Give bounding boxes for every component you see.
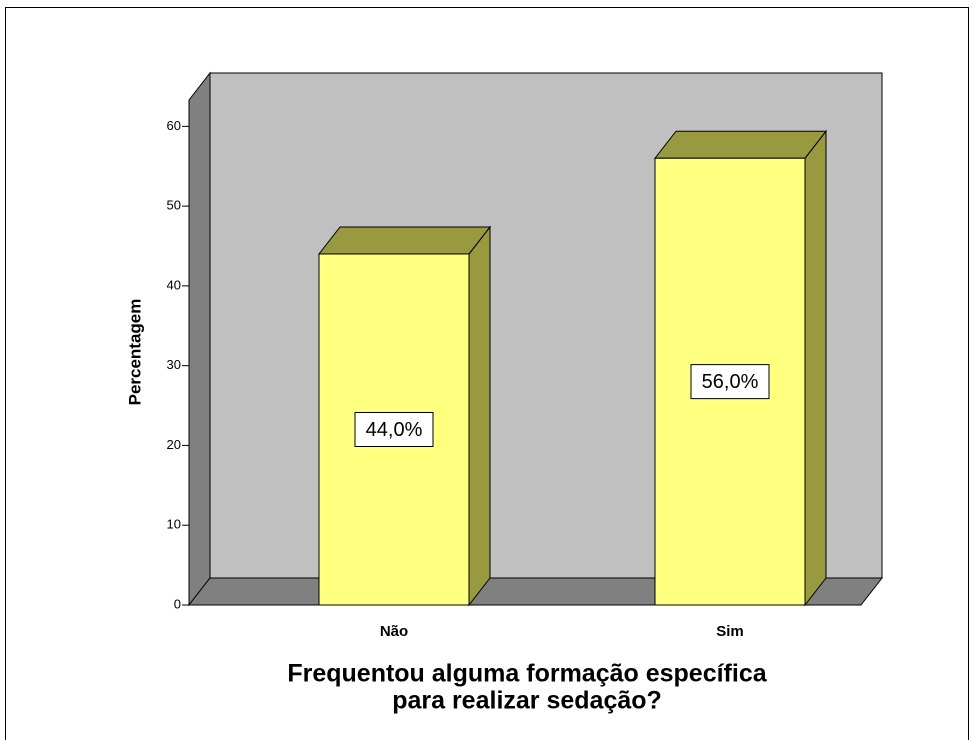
y-tick-label: 0 — [174, 596, 181, 611]
y-tick-label: 50 — [167, 198, 181, 213]
value-label-box — [690, 364, 770, 400]
value-label-box — [354, 411, 434, 447]
bar-side — [468, 225, 491, 607]
value-label: 44,0% — [366, 419, 423, 441]
value-label: 56,0% — [702, 371, 759, 393]
x-axis-title: Frequentou alguma formação específica — [287, 660, 767, 688]
y-tick-label: 30 — [167, 357, 181, 372]
bar-top — [317, 226, 492, 255]
y-tick-label: 10 — [167, 517, 181, 532]
x-tick-label: Não — [380, 623, 408, 640]
y-tick-label: 60 — [167, 118, 181, 133]
y-axis-title: Percentagem — [125, 299, 144, 406]
bar-side — [804, 129, 827, 607]
y-tick-label: 20 — [167, 437, 181, 452]
y-tick-label: 40 — [167, 277, 181, 292]
x-axis-title: para realizar sedação? — [392, 687, 662, 715]
side-wall — [188, 71, 211, 607]
x-tick-label: Sim — [716, 623, 744, 640]
bar-top — [653, 130, 828, 159]
